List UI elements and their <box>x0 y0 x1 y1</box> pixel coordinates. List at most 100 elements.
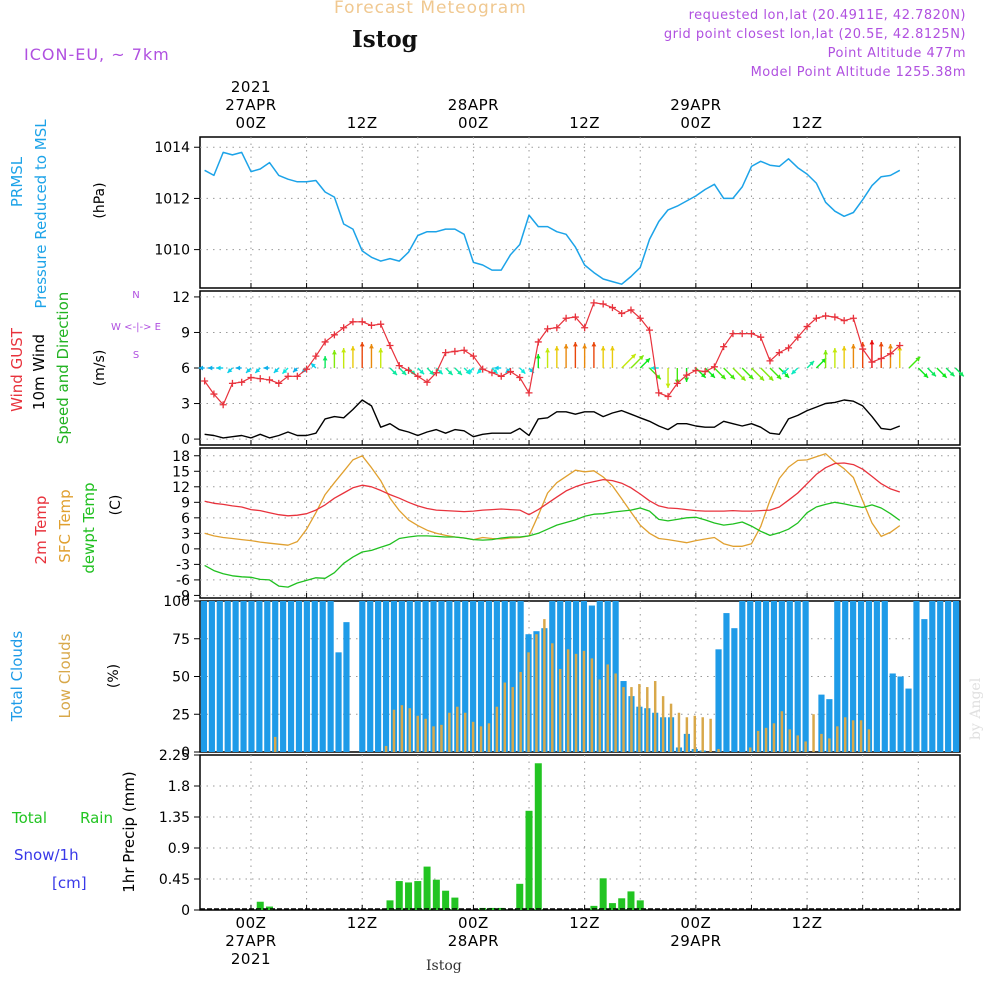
gridpoint-coords: grid point closest lon,lat (20.5E, 42.81… <box>663 27 966 42</box>
cloud-low-bar <box>606 664 609 752</box>
temperature-ytick-label: 18 <box>172 449 190 465</box>
wind-arrow-head <box>841 346 847 351</box>
wind-arrow-head <box>467 368 473 374</box>
wind-arrow-head <box>273 368 279 373</box>
gust-line <box>204 302 901 406</box>
cloud-low-bar <box>677 712 681 752</box>
model-label: ICON-EU, ~ 7km <box>24 45 170 64</box>
gust-marker <box>228 379 236 387</box>
temp-unit: (C) <box>108 495 124 516</box>
cloud-total-bar <box>327 601 334 752</box>
wind-arrow-head <box>923 373 929 378</box>
chart-title: Forecast Meteogram <box>334 0 527 18</box>
gust-marker <box>544 325 552 333</box>
wind-arrow-head <box>941 373 947 378</box>
wind-ytick-label: 0 <box>181 432 190 448</box>
cloud-low-bar <box>669 703 673 752</box>
dewpoint-line <box>204 501 901 588</box>
wind-ytick-label: 6 <box>181 361 190 377</box>
cloud-total-bar <box>762 601 770 752</box>
gust-marker <box>673 379 681 387</box>
wind-arrow-head <box>520 368 526 374</box>
wind-arrow-head <box>554 346 560 351</box>
rain-bar <box>599 878 607 910</box>
cloud-total-bar <box>390 601 398 752</box>
gust-marker <box>886 350 894 358</box>
cloud-total-bar <box>865 601 873 752</box>
cloud-low-bar <box>756 730 760 752</box>
gust-marker <box>683 371 691 379</box>
wind-arrow-head <box>494 365 499 371</box>
cloud-low-bar <box>638 684 641 752</box>
temp-label-sfc: SFC Temp <box>56 489 74 562</box>
wind-arrow-head <box>759 375 765 381</box>
cloud-total-bar <box>794 601 801 752</box>
gust-marker <box>367 321 375 329</box>
gust-marker <box>349 318 357 326</box>
rain-bar <box>590 905 598 910</box>
cloud-total-bar <box>406 601 413 752</box>
cloud-total-bar <box>248 601 255 752</box>
gust-marker <box>201 377 209 385</box>
cloud-total-bar <box>596 601 603 752</box>
cloud-low-bar <box>574 653 578 752</box>
cloud-total-bar <box>208 601 215 752</box>
cloud-low-bar <box>804 741 807 752</box>
cloud-low-bar <box>440 724 443 752</box>
wind-arrow-head <box>207 365 213 371</box>
rain-bar <box>608 903 616 910</box>
bottom-time-label: 00Z <box>458 914 489 932</box>
wind-arrow-head <box>720 374 726 380</box>
cloud-low-bar <box>843 717 847 752</box>
temperature-ytick-label: -3 <box>176 557 190 573</box>
rain-bar <box>395 881 403 910</box>
gust-marker <box>284 372 292 380</box>
wind-arrow-head <box>768 375 774 381</box>
wind-unit: (m/s) <box>92 350 108 387</box>
cloud-total-bar <box>382 601 390 752</box>
cloud-total-bar <box>454 601 461 752</box>
wind-frame <box>199 290 961 446</box>
gust-marker <box>859 345 867 353</box>
temperature-ytick-label: 12 <box>172 480 190 496</box>
rain-bar <box>636 900 644 910</box>
top-time-label: 00Z <box>458 114 489 132</box>
cloud-low-bar <box>503 682 507 752</box>
cloud-low-bar <box>566 649 570 752</box>
precip-ytick-label: 1.8 <box>168 779 190 795</box>
cloud-low-bar <box>527 652 530 752</box>
cloud-low-bar <box>543 619 546 752</box>
cloud-total-bar <box>200 601 208 752</box>
cloud-low-bar <box>614 673 617 752</box>
gust-marker <box>720 343 728 351</box>
cloud-total-bar <box>881 601 888 752</box>
cloud-low-bar <box>859 720 863 752</box>
gust-marker <box>785 344 793 352</box>
bottom-time-label: 28APR <box>448 932 499 950</box>
gust-marker <box>210 390 218 398</box>
top-time-label: 12Z <box>569 114 600 132</box>
bottom-time-label: 2021 <box>231 950 271 968</box>
cloud-low-bar <box>772 723 776 752</box>
top-time-label: 00Z <box>680 114 711 132</box>
wind-arrow-head <box>359 342 365 347</box>
wind-arrow-head <box>869 340 875 345</box>
cloud-total-bar <box>311 601 318 752</box>
footer-place: Istog <box>426 958 462 974</box>
gust-marker <box>692 366 700 374</box>
pressure-unit: (hPa) <box>92 182 108 218</box>
wind-arrow-head <box>638 355 644 361</box>
cloud-low-bar <box>748 747 752 752</box>
gust-marker <box>442 349 450 357</box>
gust-marker <box>358 318 366 326</box>
pressure-ytick-label: 1012 <box>154 191 190 207</box>
gust-marker <box>627 306 635 314</box>
gust-marker <box>553 324 561 332</box>
cloud-low-bar <box>709 718 712 752</box>
cloud-low-bar <box>598 679 602 752</box>
cloud-low-bar <box>836 726 839 752</box>
cloud-total-bar <box>485 601 493 752</box>
gust-marker <box>849 314 857 322</box>
cloud-total-bar <box>295 601 303 752</box>
wind-arrow-head <box>630 354 636 359</box>
